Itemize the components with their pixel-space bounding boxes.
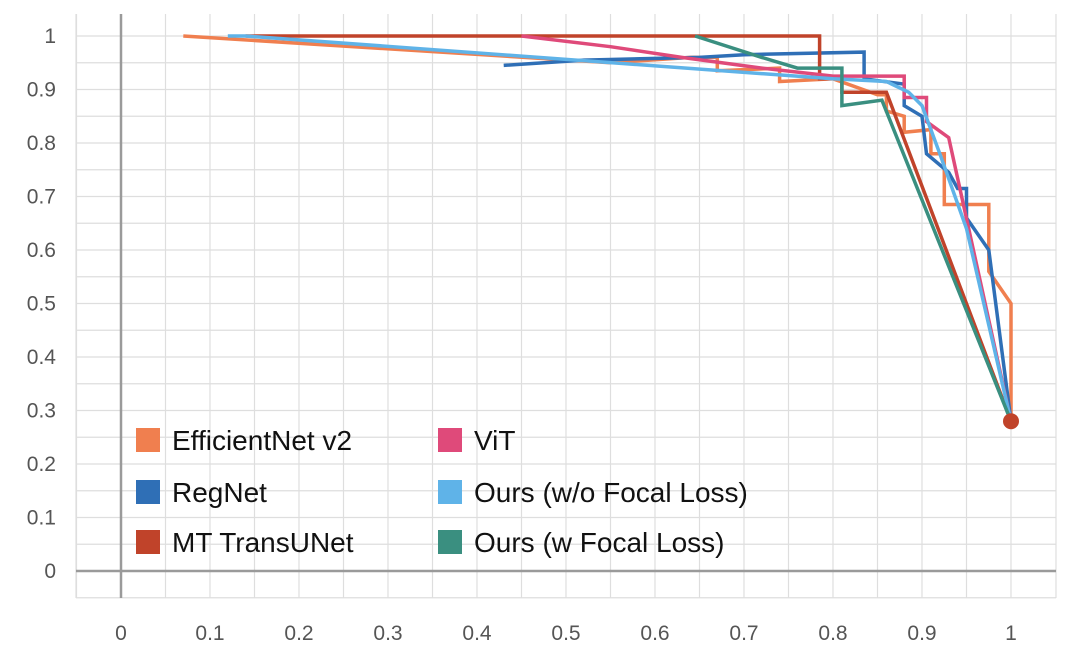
- y-tick-label: 0.2: [27, 453, 56, 476]
- x-tick-label: 0.8: [818, 622, 847, 645]
- y-tick-label: 0.7: [27, 186, 56, 209]
- y-tick-label: 0.3: [27, 400, 56, 423]
- legend-swatch: [438, 480, 462, 504]
- legend: EfficientNet v2 ViT RegNet Ours (w/o Focal …: [136, 425, 748, 558]
- legend-swatch: [136, 530, 160, 554]
- legend-label: Ours (w/o Focal Loss): [474, 477, 748, 508]
- y-tick-label: 0.1: [27, 507, 56, 530]
- x-tick-label: 0.4: [462, 622, 492, 645]
- legend-label: RegNet: [172, 477, 267, 508]
- legend-item: EfficientNet v2: [136, 425, 352, 456]
- x-tick-label: 0.5: [551, 622, 580, 645]
- series-line-mt-transunet: [245, 34, 1013, 422]
- legend-swatch: [438, 530, 462, 554]
- legend-swatch: [438, 428, 462, 452]
- legend-swatch: [136, 428, 160, 452]
- x-tick-label: 0.7: [729, 622, 758, 645]
- series-line-vit: [521, 34, 1013, 422]
- x-tick-label: 1: [1005, 622, 1017, 645]
- legend-item: Ours (w Focal Loss): [438, 527, 725, 558]
- series-lines: [183, 34, 1019, 430]
- grid: [75, 14, 1057, 599]
- x-tick-label: 0.6: [640, 622, 669, 645]
- x-tick-label: 0.2: [284, 622, 313, 645]
- tick-labels: 0 0.1 0.2 0.3 0.4 0.5 0.6 0.7 0.8 0.9 1 0 0.1 0.2 0.3 0…: [27, 25, 1017, 645]
- legend-label: ViT: [474, 425, 516, 456]
- y-tick-label: 0.6: [27, 239, 56, 262]
- legend-item: MT TransUNet: [136, 527, 354, 558]
- end-point-marker: [1003, 413, 1019, 430]
- x-tick-label: 0.3: [373, 622, 402, 645]
- y-tick-label: 0.8: [27, 132, 56, 155]
- x-tick-label: 0.9: [907, 622, 936, 645]
- y-tick-label: 0: [44, 560, 56, 583]
- series-line-ours-w-focal-loss: [694, 34, 1013, 422]
- y-tick-label: 0.5: [27, 293, 56, 316]
- y-tick-label: 1: [44, 25, 56, 48]
- series-line-regnet: [503, 50, 1013, 422]
- axes: [76, 14, 1056, 598]
- y-tick-label: 0.4: [27, 346, 57, 369]
- legend-label: EfficientNet v2: [172, 425, 352, 456]
- legend-swatch: [136, 480, 160, 504]
- legend-item: ViT: [438, 425, 516, 456]
- legend-label: Ours (w Focal Loss): [474, 527, 725, 558]
- legend-item: RegNet: [136, 477, 267, 508]
- x-tick-label: 0: [115, 622, 127, 645]
- x-tick-label: 0.1: [195, 622, 224, 645]
- y-tick-label: 0.9: [27, 79, 56, 102]
- legend-label: MT TransUNet: [172, 527, 354, 558]
- series-line-ours-w-o-focal-loss: [227, 34, 1013, 422]
- legend-item: Ours (w/o Focal Loss): [438, 477, 748, 508]
